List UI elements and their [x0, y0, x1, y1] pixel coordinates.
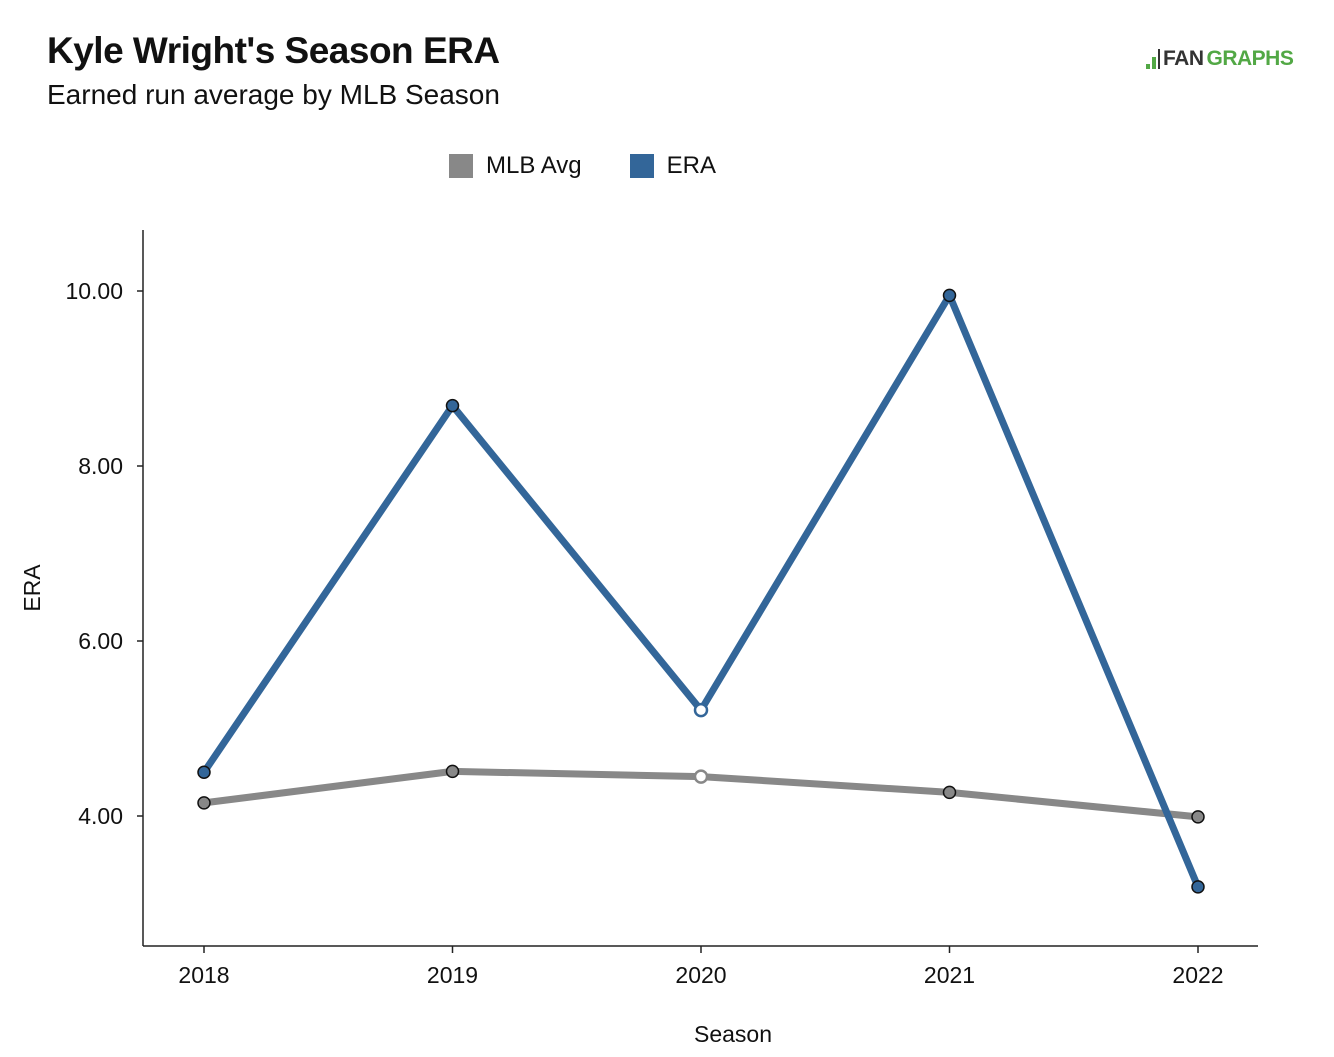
- y-tick-label: 4.00: [78, 803, 123, 829]
- data-point-era[interactable]: [693, 702, 709, 718]
- data-point-mlb-avg[interactable]: [693, 769, 709, 784]
- fangraphs-logo[interactable]: FAN GRAPHS: [1146, 47, 1294, 71]
- series-line-era: [200, 291, 1202, 891]
- y-axis-title: ERA: [19, 564, 45, 612]
- y-tick-label: 8.00: [78, 453, 123, 479]
- x-axis-title: Season: [694, 1021, 772, 1047]
- y-tick-label: 10.00: [65, 278, 123, 304]
- legend-item-era[interactable]: ERA: [629, 152, 716, 180]
- series-layer: [197, 288, 1205, 894]
- x-tick-label: 2020: [675, 962, 726, 988]
- legend-item-mlb-avg[interactable]: MLB Avg: [449, 152, 582, 180]
- chart-title: Kyle Wright's Season ERA: [47, 30, 500, 71]
- fangraphs-logo-icon: [1146, 49, 1160, 69]
- data-point-mlb-avg[interactable]: [197, 796, 211, 810]
- legend-label-era: ERA: [666, 152, 716, 179]
- chart-subtitle: Earned run average by MLB Season: [47, 79, 500, 110]
- legend-swatch-mlb-avg: [449, 154, 473, 178]
- logo-text-graphs: GRAPHS: [1206, 47, 1294, 70]
- data-point-mlb-avg[interactable]: [445, 764, 460, 779]
- x-tick-label: 2021: [924, 962, 975, 988]
- x-tick-label: 2022: [1172, 962, 1223, 988]
- y-tick-label: 6.00: [78, 628, 123, 654]
- axes: 4.00 6.00 8.00 10.00 2018 2019 2020 2021 2022 Sea…: [19, 230, 1258, 1047]
- data-point-mlb-avg[interactable]: [1191, 810, 1205, 824]
- data-point-era[interactable]: [1191, 880, 1205, 894]
- data-point-era[interactable]: [942, 288, 957, 303]
- legend-label-mlb-avg: MLB Avg: [486, 152, 582, 179]
- x-tick-label: 2018: [178, 962, 229, 988]
- legend: MLB Avg ERA: [449, 152, 716, 180]
- legend-swatch-era: [629, 154, 654, 178]
- data-point-era[interactable]: [445, 398, 460, 413]
- logo-text-fan: FAN: [1163, 47, 1204, 70]
- x-tick-label: 2019: [427, 962, 478, 988]
- data-point-mlb-avg[interactable]: [942, 785, 957, 800]
- data-point-era[interactable]: [197, 765, 211, 779]
